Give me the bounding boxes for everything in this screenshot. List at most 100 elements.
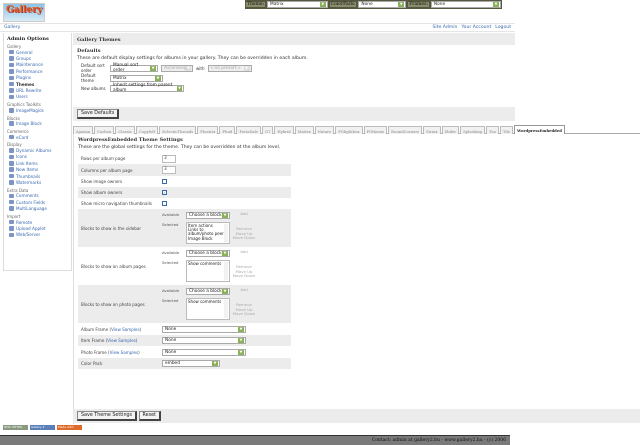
your-account-link[interactable]: Your Account: [461, 25, 492, 30]
frames-select[interactable]: None ▼: [430, 1, 501, 8]
album-frame-label: Album Frame (View Samples): [81, 326, 142, 332]
sidebar-move-up-button[interactable]: Move Up: [235, 230, 253, 236]
photo-available-select[interactable]: Choose a block ▼: [186, 288, 230, 295]
save-theme-settings-button[interactable]: Save Theme Settings: [77, 411, 138, 421]
sidebar-item-remote[interactable]: Remote: [7, 219, 68, 225]
theme-select[interactable]: Matrix ▼: [267, 1, 328, 8]
xhtml-badge[interactable]: W3C XHTML 1.0: [3, 425, 28, 433]
album-frame-view-samples-link[interactable]: View Samples: [111, 326, 140, 332]
sidebar-item-maintenance[interactable]: Maintenance: [7, 62, 68, 68]
sidebar-item-comments[interactable]: Comments: [7, 193, 68, 199]
with-label: with: [196, 65, 205, 71]
album-move-down-button[interactable]: Move Down: [232, 273, 256, 279]
sidebar-item-watermarks[interactable]: Watermarks: [7, 179, 68, 185]
item-frame-select[interactable]: None ▼: [162, 337, 246, 344]
tab-slider[interactable]: Slider: [441, 126, 460, 134]
gallery-badge[interactable]: Gallery 2: [30, 425, 55, 430]
tab-pgtheme[interactable]: PGtheme: [363, 126, 388, 134]
tab-hybrid[interactable]: Hybrid: [274, 126, 294, 134]
sort-order-select[interactable]: Manual sort order ▼: [110, 63, 158, 73]
logo-text: Gallery: [6, 5, 43, 15]
photo-frame-view-samples-link[interactable]: View Samples: [109, 349, 139, 355]
tab-tile[interactable]: Tile: [499, 126, 514, 134]
sidebar-item-image-block[interactable]: Image Block: [7, 121, 68, 127]
sidebar-available-select[interactable]: Choose a block ▼: [186, 212, 230, 219]
sidebar-item-ecard[interactable]: eCard: [7, 134, 68, 140]
breadcrumb-gallery[interactable]: Gallery: [4, 25, 21, 30]
photo-selected-list[interactable]: Show comments: [186, 298, 230, 320]
tab-eclecticthreads[interactable]: EclecticThreads: [159, 126, 197, 134]
site-admin-link[interactable]: Site Admin: [432, 25, 458, 30]
gallery-logo[interactable]: Gallery: [3, 3, 45, 22]
sidebar-add-button[interactable]: Add: [240, 211, 248, 216]
sidebar-item-icons[interactable]: Icons: [7, 154, 68, 160]
sidebar-item-performance[interactable]: Performance: [7, 68, 68, 74]
sidebar-item-dynamic-albums[interactable]: Dynamic Albums: [7, 147, 68, 153]
sidebar-item-imagemagick[interactable]: ImageMagick: [7, 107, 68, 113]
tab-classic[interactable]: Classic: [115, 126, 136, 134]
album-available-select[interactable]: Choose a block ▼: [186, 250, 230, 257]
photo-add-button[interactable]: Add: [240, 287, 248, 292]
tab-tea[interactable]: Tea: [486, 126, 499, 134]
image-owners-checkbox[interactable]: [162, 179, 167, 184]
album-owners-checkbox[interactable]: ✓: [162, 190, 167, 195]
sort-direction-select[interactable]: Ascending ▼: [161, 64, 193, 72]
tab-splashing[interactable]: Splashing: [460, 126, 486, 134]
sidebar-item-plugins[interactable]: Plugins: [7, 75, 68, 81]
sidebar-item-multilanguage[interactable]: MultiLanguage: [7, 205, 68, 211]
micro-nav-label: Show micro navigation thumbnails: [81, 201, 152, 206]
photo-move-down-button[interactable]: Move Down: [232, 311, 256, 317]
tab-ajaxian[interactable]: Ajaxian: [73, 126, 94, 134]
photo-move-up-button[interactable]: Move Up: [235, 306, 253, 312]
made-with-gallery-badge[interactable]: Made with Gallery: [57, 425, 82, 433]
sidebar-item-url-rewrite[interactable]: URL Rewrite: [7, 87, 68, 93]
sidebar-item-link-items[interactable]: Link Items: [7, 160, 68, 166]
tab-g1[interactable]: G1: [261, 126, 274, 134]
tab-nature[interactable]: Nature: [314, 126, 335, 134]
album-frame-select[interactable]: None ▼: [162, 325, 246, 333]
color-pack-select[interactable]: embed ▼: [162, 360, 220, 367]
tab-roundcorners[interactable]: RoundCorners: [388, 126, 423, 134]
album-move-up-button[interactable]: Move Up: [235, 268, 253, 274]
new-albums-select[interactable]: Inherit settings from parent album ▼: [110, 83, 184, 93]
photo-remove-button[interactable]: Remove: [236, 302, 252, 307]
album-selected-list[interactable]: Show comments: [186, 260, 230, 282]
sidebar-item-thumbnails[interactable]: Thumbnails: [7, 173, 68, 179]
sidebar-remove-button[interactable]: Remove: [236, 226, 252, 231]
sidebar-item-upload-applet[interactable]: Upload Applet: [7, 225, 68, 231]
default-theme-select[interactable]: Matrix ▼: [110, 74, 163, 82]
imagemagick-icon: [9, 108, 14, 113]
tab-matrix[interactable]: Matrix: [294, 126, 314, 134]
logout-link[interactable]: Logout: [495, 25, 511, 30]
rows-input[interactable]: 3: [162, 154, 176, 163]
sidebar-item-label: Comments: [16, 193, 39, 199]
sidebar-item-custom-fields[interactable]: Custom Fields: [7, 199, 68, 205]
sidebar-selected-list[interactable]: Item actions Links to album/photo peers …: [186, 222, 230, 244]
photo-frame-select[interactable]: None ▼: [162, 348, 246, 356]
tab-portasale[interactable]: PortaSale: [236, 126, 261, 134]
item-frame-view-samples-link[interactable]: View Samples: [107, 338, 136, 343]
micro-nav-checkbox[interactable]: [162, 201, 167, 206]
tab-fluid[interactable]: Fluid: [219, 126, 236, 134]
reset-button[interactable]: Reset: [138, 411, 161, 421]
album-add-button[interactable]: Add: [240, 249, 248, 254]
tab-wordpressembedded[interactable]: WordpressEmbedded: [514, 125, 565, 134]
sidebar-item-web-server[interactable]: Web/Server: [7, 232, 68, 238]
tab-floatrix[interactable]: Floatrix: [197, 126, 219, 134]
sidebar-item-general[interactable]: General: [7, 49, 68, 55]
tab-pglightbox[interactable]: PGlightbox: [335, 126, 363, 134]
tab-siriux[interactable]: Siriux: [423, 126, 441, 134]
columns-input[interactable]: 3: [162, 166, 176, 174]
sidebar-move-down-button[interactable]: Move Down: [232, 235, 256, 241]
sidebar-item-new-items[interactable]: New Items: [7, 166, 68, 172]
presort-select[interactable]: « no presort » ▼: [207, 64, 252, 72]
sidebar-item-users[interactable]: Users: [7, 94, 68, 100]
sidebar-item-groups[interactable]: Groups: [7, 55, 68, 61]
sidebar-item-themes[interactable]: Themes: [7, 81, 68, 87]
tab-carbon[interactable]: Carbon: [94, 126, 115, 134]
album-remove-button[interactable]: Remove: [236, 264, 252, 269]
save-defaults-button[interactable]: Save Defaults: [77, 109, 120, 119]
colorpack-select[interactable]: None ▼: [358, 1, 407, 8]
maintenance-icon: [9, 62, 14, 68]
tab-copyleft[interactable]: Copyleft: [136, 126, 159, 134]
